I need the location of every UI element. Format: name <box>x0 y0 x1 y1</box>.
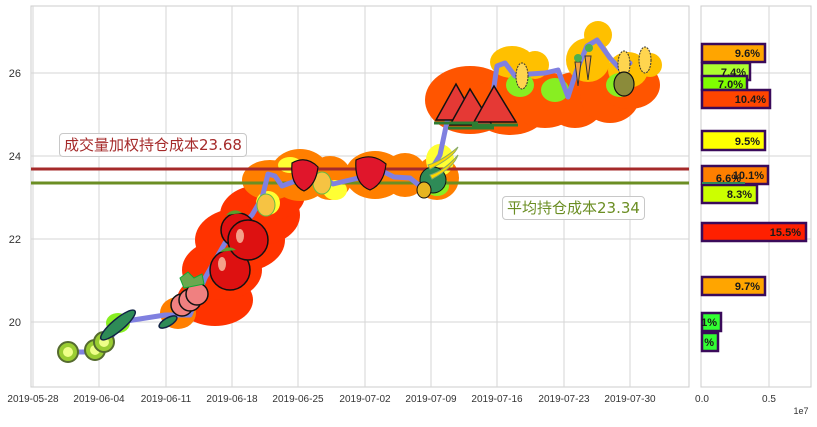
y-axis-ticks: 26 24 22 20 <box>9 68 21 329</box>
y-tick-20: 20 <box>9 317 21 329</box>
bar-label: 10.1% <box>733 170 764 182</box>
x-tick: 2019-06-04 <box>73 394 125 405</box>
y-tick-26: 26 <box>9 68 21 80</box>
volume-bar-labels: 9.6% 7.4% 7.0% 10.4% 9.5% 10.1% 6.6% 8.3… <box>701 48 801 349</box>
x-tick: 2019-07-02 <box>339 394 391 405</box>
x-tick: 2019-07-16 <box>471 394 523 405</box>
volume-bar <box>700 88 772 110</box>
bar-label: 6.6% <box>716 173 741 185</box>
volume-bar <box>700 275 767 297</box>
x-tick: 2019-06-11 <box>141 394 192 405</box>
bar-scale-label: 1e7 <box>793 406 808 416</box>
bar-label: % <box>704 337 714 349</box>
x-axis-ticks: 2019-05-28 2019-06-04 2019-06-11 2019-06… <box>7 394 656 405</box>
pea-pod-markers <box>99 309 178 341</box>
bar-label: 15.5% <box>770 227 801 239</box>
y-tick-22: 22 <box>9 234 21 246</box>
x-tick: 2019-07-23 <box>538 394 590 405</box>
volume-bar <box>700 183 759 205</box>
x-tick: 2019-06-25 <box>272 394 324 405</box>
y-tick-24: 24 <box>9 151 21 163</box>
volume-bars <box>700 42 808 353</box>
bar-label: 7.4% <box>721 67 746 79</box>
volume-bar <box>700 129 767 152</box>
corn-markers <box>515 46 652 90</box>
bar-label: 9.7% <box>735 281 760 293</box>
bar-x-tick: 0.5 <box>762 394 776 405</box>
bar-label: 10.4% <box>735 94 766 106</box>
volume-profile-plot: 9.6% 7.4% 7.0% 10.4% 9.5% 10.1% 6.6% 8.3… <box>695 5 812 416</box>
kiwi-markers <box>57 331 115 363</box>
carrot-markers <box>574 44 593 87</box>
bar-label: 1% <box>701 317 717 329</box>
watermelon-markers <box>434 82 518 130</box>
x-tick: 2019-06-18 <box>206 394 258 405</box>
radish-markers <box>170 271 209 317</box>
bar-x-ticks: 0.0 0.5 <box>695 394 776 405</box>
vwap-cost-annotation: 成交量加权持仓成本23.68 <box>59 133 247 157</box>
pineapple-markers <box>256 171 332 217</box>
bar-label: 9.5% <box>735 136 760 148</box>
bar-label: 9.6% <box>735 48 760 60</box>
banana-markers <box>416 146 459 199</box>
volume-bar <box>700 311 723 333</box>
avg-cost-annotation: 平均持仓成本23.34 <box>502 196 645 220</box>
strawberry-markers <box>291 156 387 192</box>
volume-bar <box>700 331 720 353</box>
bar-label: 7.0% <box>718 79 743 91</box>
x-tick: 2019-07-30 <box>604 394 656 405</box>
bar-x-tick: 0.0 <box>695 394 709 405</box>
x-tick: 2019-07-09 <box>405 394 457 405</box>
x-tick: 2019-05-28 <box>7 394 59 405</box>
pear-marker <box>613 71 635 97</box>
apple-markers <box>209 210 269 291</box>
volume-bar <box>700 221 808 243</box>
bar-label: 8.3% <box>727 189 752 201</box>
